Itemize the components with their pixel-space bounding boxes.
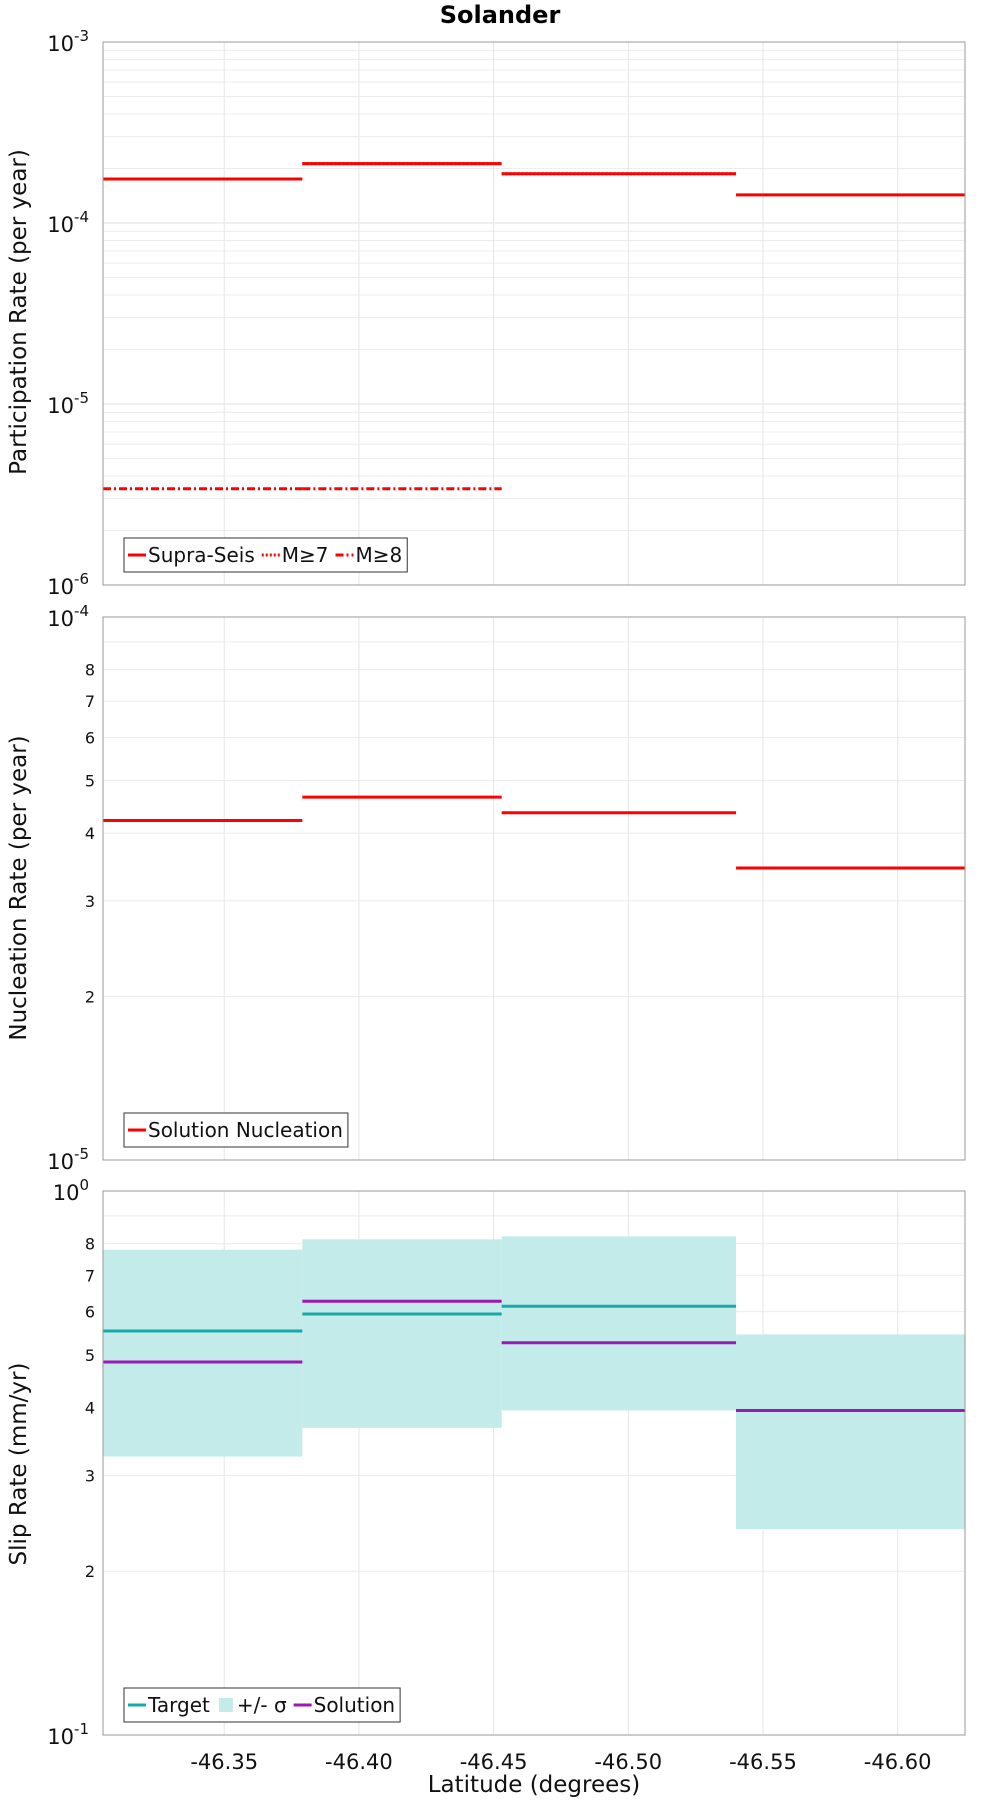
y-minor-tick-label: 6 (85, 1303, 95, 1322)
y-minor-tick-label: 7 (85, 1266, 95, 1285)
y-minor-tick-label: 4 (85, 824, 95, 843)
tick-base: 10 (47, 213, 74, 237)
tick-exponent: -4 (74, 208, 89, 226)
tick-exponent: 0 (79, 1176, 89, 1194)
series-M≥7 (103, 162, 737, 181)
x-axis-title: Latitude (degrees) (428, 1772, 641, 1798)
tick-exponent: -4 (74, 602, 89, 620)
x-tick-label: -46.50 (594, 1750, 662, 1774)
legend-label: +/- σ (237, 1693, 287, 1717)
y-tick-label: 10-4 (47, 602, 89, 631)
y-tick-label: 100 (53, 1176, 89, 1205)
x-tick-label: -46.40 (325, 1750, 393, 1774)
legend: Target +/- σ Solution (123, 1687, 401, 1723)
uncertainty-band-segment (302, 1239, 502, 1428)
x-tick-label: -46.45 (460, 1750, 528, 1774)
y-tick-label: 10-4 (47, 208, 89, 237)
legend: Supra-Seis M≥7 M≥8 (123, 537, 408, 573)
y-minor-tick-label: 7 (85, 692, 95, 711)
legend-label: Solution (314, 1693, 395, 1717)
series-Solution Nucleation (103, 795, 965, 870)
y-minor-tick-label: 8 (85, 1235, 95, 1254)
y-tick-labels: 10-610-510-410-3 (47, 27, 89, 599)
x-tick-label: -46.35 (190, 1750, 258, 1774)
tick-exponent: -3 (74, 27, 89, 45)
plot-frame (102, 1190, 966, 1736)
legend-label: M≥8 (356, 543, 403, 567)
x-tick-label: -46.55 (729, 1750, 797, 1774)
y-minor-tick-label: 5 (85, 1346, 95, 1365)
series-Solution (103, 1299, 965, 1412)
participation-rate-panel: Participation Rate (per year) 10-610-510… (6, 27, 966, 599)
legend-label: Supra-Seis (148, 543, 255, 567)
tick-base: 10 (47, 394, 74, 418)
x-tick-labels: -46.35 -46.40 -46.45 -46.50 -46.55 -46.60 (190, 1750, 931, 1774)
legend-frame (123, 1687, 401, 1723)
legend: Solution Nucleation (123, 1112, 349, 1148)
tick-base: 10 (47, 32, 74, 56)
tick-base: 10 (47, 1725, 74, 1749)
uncertainty-band-segment (736, 1334, 965, 1530)
tick-exponent: -1 (74, 1720, 89, 1738)
band-0 (103, 1236, 965, 1530)
y-minor-tick-label: 5 (85, 771, 95, 790)
y-minor-tick-label: 4 (85, 1398, 95, 1417)
tick-exponent: -5 (74, 389, 89, 407)
participation-y-axis-title: Participation Rate (per year) (6, 149, 32, 475)
tick-exponent: -6 (74, 570, 89, 588)
tick-base: 10 (47, 1150, 74, 1174)
y-minor-tick-label: 8 (85, 661, 95, 680)
y-minor-tick-label: 2 (85, 988, 95, 1007)
tick-base: 10 (47, 607, 74, 631)
tick-exponent: -5 (74, 1145, 89, 1163)
y-tick-label: 10-6 (47, 570, 89, 599)
chart-title: Solander (440, 1, 561, 29)
legend-frame (123, 1112, 349, 1148)
y-tick-label: 10-5 (47, 1145, 89, 1174)
y-minor-tick-label: 2 (85, 1562, 95, 1581)
uncertainty-band-segment (103, 1249, 303, 1457)
y-minor-tick-label: 3 (85, 1466, 95, 1485)
tick-base: 10 (53, 1181, 80, 1205)
legend-frame (123, 537, 408, 573)
grid-lines (103, 617, 965, 1161)
nucleation-y-axis-title: Nucleation Rate (per year) (6, 735, 32, 1040)
legend-swatch (218, 1698, 233, 1712)
plot-frame (102, 616, 966, 1161)
y-tick-label: 10-1 (47, 1720, 89, 1749)
legend-label: M≥7 (282, 543, 329, 567)
y-tick-label: 10-5 (47, 389, 89, 418)
y-minor-tick-label: 3 (85, 892, 95, 911)
legend-label: Target (147, 1693, 210, 1717)
slip-rate-y-axis-title: Slip Rate (mm/yr) (6, 1363, 32, 1566)
y-minor-tick-label: 6 (85, 728, 95, 747)
legend-label: Solution Nucleation (148, 1118, 343, 1142)
grid-lines (103, 42, 965, 586)
nucleation-rate-panel: Nucleation Rate (per year) 10-510-423456… (6, 602, 966, 1174)
x-tick-label: -46.60 (864, 1750, 932, 1774)
y-tick-label: 10-3 (47, 27, 89, 56)
tick-base: 10 (47, 575, 74, 599)
uncertainty-band-segment (501, 1236, 737, 1411)
plot-frame (102, 41, 966, 586)
